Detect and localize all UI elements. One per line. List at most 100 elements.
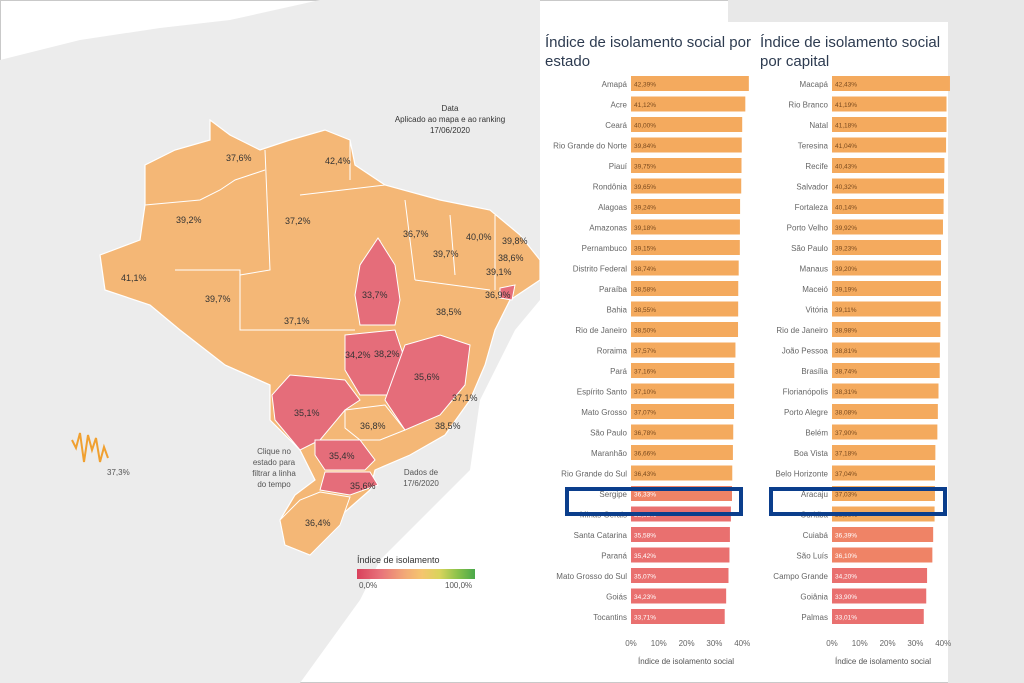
category-label-state: Piauí [609,162,628,171]
state-label: 40,0% [466,232,492,242]
category-label-state: Amapá [602,80,628,89]
time-series-sparkline[interactable] [71,432,109,463]
bar-capital[interactable] [832,137,947,153]
bar-capital[interactable] [832,609,924,624]
click-hint-line: Clique no [257,447,291,456]
bar-capital[interactable] [832,260,941,276]
bar-capital[interactable] [832,117,947,132]
value-label-state: 42,39% [634,82,656,89]
highlight-box-states [565,487,743,516]
bar-state[interactable] [631,568,729,583]
bar-state[interactable] [631,547,730,563]
bar-capital[interactable] [832,588,927,604]
bar-state[interactable] [631,137,742,153]
bar-capital[interactable] [832,240,942,255]
chart-title-states: Índice de isolamento social por estado [545,34,751,70]
state-label: 37,1% [284,316,310,326]
state-label: 35,6% [414,372,440,382]
category-label-capital: Natal [809,121,828,130]
bar-capital[interactable] [832,465,935,481]
bar-state[interactable] [631,465,733,481]
value-label-capital: 41,18% [835,123,857,130]
state-label: 37,6% [226,153,252,163]
bar-capital[interactable] [832,96,947,112]
value-label-capital: 40,32% [835,184,857,191]
bar-state[interactable] [631,363,735,378]
color-legend: Índice de isolamento 0,0% 100,0% [357,555,477,591]
bar-state[interactable] [631,158,742,173]
bar-state[interactable] [631,322,739,337]
state-santa-catarina[interactable] [319,471,379,496]
category-label-state: Amazonas [589,224,627,233]
bar-state[interactable] [631,281,739,296]
value-label-capital: 38,81% [835,348,857,355]
bar-state[interactable] [631,609,725,624]
bar-capital[interactable] [832,76,950,91]
bar-state[interactable] [631,445,733,460]
bar-capital[interactable] [832,199,944,214]
category-label-state: Rio de Janeiro [575,326,627,335]
value-label-state: 39,84% [634,143,656,150]
state-rio-grande-do-sul[interactable] [279,491,351,556]
bar-capital[interactable] [832,281,941,296]
bar-state[interactable] [631,117,743,132]
value-label-capital: 37,04% [835,471,857,478]
value-label-capital: 33,01% [835,615,857,622]
category-label-capital: João Pessoa [782,347,829,356]
bar-capital[interactable] [832,342,940,358]
bar-capital[interactable] [832,424,938,440]
bar-state[interactable] [631,301,739,317]
value-label-state: 36,78% [634,430,656,437]
state-minas-gerais[interactable] [384,334,471,431]
bar-capital[interactable] [832,158,945,173]
bar-state[interactable] [631,240,740,255]
bar-state[interactable] [631,219,740,235]
bar-capital[interactable] [832,383,939,399]
bar-capital[interactable] [832,404,938,419]
value-label-state: 41,12% [634,102,656,109]
bar-state[interactable] [631,342,736,358]
category-label-capital: Belo Horizonte [776,470,829,479]
bar-capital[interactable] [832,547,933,563]
x-tick-label-capital: 20% [880,639,896,648]
value-label-capital: 34,20% [835,574,857,581]
brazil-country-shape[interactable] [99,118,540,556]
bar-state[interactable] [631,383,735,399]
bar-state[interactable] [631,260,739,276]
state-sergipe[interactable] [499,284,516,301]
bar-state[interactable] [631,96,746,112]
value-label-capital: 36,10% [835,553,857,560]
bar-state[interactable] [631,527,730,542]
bar-state[interactable] [631,178,742,194]
value-label-state: 36,33% [634,492,656,499]
bar-capital[interactable] [832,322,941,337]
date-filter-title: Data [441,104,459,113]
click-hint-line: filtrar a linha [252,469,296,478]
category-label-capital: Boa Vista [794,449,829,458]
category-label-capital: Rio Branco [788,101,828,110]
bar-capital[interactable] [832,568,928,583]
click-hint-line: estado para [252,458,296,467]
value-label-state: 35,58% [634,533,656,540]
bar-capital[interactable] [832,219,943,235]
category-label-state: Ceará [605,121,627,130]
date-filter[interactable]: Data Aplicado ao mapa e ao ranking 17/06… [365,103,535,136]
bar-state[interactable] [631,76,749,91]
state-sao-paulo[interactable] [344,404,406,441]
state-tocantins[interactable] [354,237,401,326]
bar-capital[interactable] [832,527,934,542]
bar-state[interactable] [631,424,734,440]
bar-capital[interactable] [832,363,940,378]
category-label-state: Rio Grande do Sul [561,470,627,479]
value-label-capital: 36,39% [835,533,857,540]
value-label-state: 39,15% [634,246,656,253]
bar-state[interactable] [631,199,741,214]
state-label: 39,7% [205,294,231,304]
bar-state[interactable] [631,588,727,604]
bar-capital[interactable] [832,301,941,317]
bar-state[interactable] [631,404,735,419]
data-date-line: Dados de [403,468,439,477]
bar-capital[interactable] [832,445,936,460]
bar-capital[interactable] [832,178,945,194]
value-label-capital: 40,43% [835,164,857,171]
